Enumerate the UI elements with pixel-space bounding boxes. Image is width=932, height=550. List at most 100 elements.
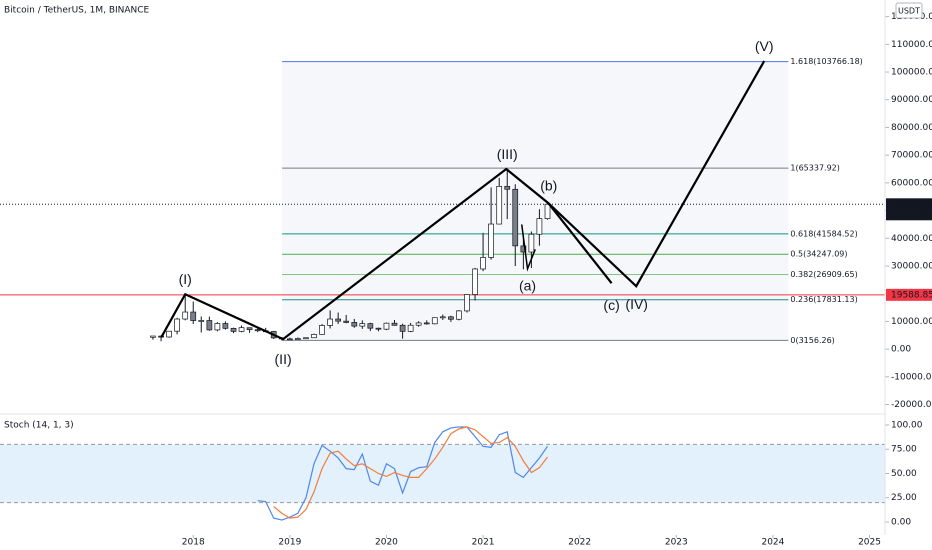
fib-label: 0.236(17831.13) <box>790 295 857 304</box>
y-tick-label: 25.00 <box>891 493 917 503</box>
candle-body <box>311 334 317 339</box>
y-tick-label: -20000.00 <box>891 400 932 410</box>
y-tick-label: 110000.00 <box>891 40 932 50</box>
candle-body <box>496 186 503 225</box>
candle-body <box>335 318 342 322</box>
y-tick-label: 70000.00 <box>891 151 932 161</box>
candle-body <box>504 186 511 190</box>
stoch-line <box>273 426 548 519</box>
y-tick-label: 0.00 <box>891 345 911 355</box>
candle-body <box>391 322 398 326</box>
x-tick-label: 2022 <box>568 538 591 548</box>
y-tick-label: 75.00 <box>891 445 917 455</box>
x-tick-label: 2021 <box>472 538 495 548</box>
x-tick-label: 2025 <box>858 538 881 548</box>
fib-label: 1.618(103766.18) <box>790 57 862 66</box>
candle-body <box>351 322 358 327</box>
wave-label: (a) <box>519 278 536 294</box>
candle-body <box>214 323 221 331</box>
candle-body <box>238 327 245 332</box>
wave-label: (II) <box>275 351 292 367</box>
fib-label: 0.382(26909.65) <box>790 270 857 279</box>
x-tick-label: 2020 <box>375 538 398 548</box>
candle-body <box>472 268 478 295</box>
candle-body <box>423 322 430 325</box>
y-tick-label: 100.00 <box>891 420 923 430</box>
candle-body <box>343 320 350 323</box>
candle-body <box>544 203 551 219</box>
indicator-title: Stoch (14, 1, 3) <box>4 421 74 431</box>
candle-body <box>439 316 446 319</box>
candle-body <box>319 325 325 335</box>
candle-body <box>480 257 486 270</box>
candle-body <box>198 320 205 322</box>
y-tick-label: 80000.00 <box>891 123 932 133</box>
y-tick-label: 40000.00 <box>891 234 932 244</box>
wave-label: (b) <box>540 178 557 194</box>
wave-line <box>520 224 536 272</box>
candle-body <box>407 324 414 332</box>
wave-line <box>547 202 613 284</box>
currency-box[interactable] <box>895 2 923 19</box>
candle-body <box>448 316 454 320</box>
stoch-line <box>257 426 549 521</box>
wave-label: (V) <box>755 38 774 54</box>
price-countdown: 23d 16h <box>891 210 928 220</box>
candle-body <box>150 335 156 338</box>
wave-label: (c) <box>603 297 619 313</box>
y-tick-label: 10000.00 <box>891 317 932 327</box>
candle-body <box>206 320 213 331</box>
x-tick-label: 2019 <box>278 538 301 548</box>
wave-label: (IV) <box>625 296 648 312</box>
y-tick-label: 30000.00 <box>891 261 932 271</box>
currency-label[interactable]: USDT <box>898 7 920 16</box>
fib-label: 1(65337.92) <box>790 164 840 173</box>
candle-body <box>367 323 374 329</box>
x-tick-label: 2018 <box>182 538 205 548</box>
candle-body <box>246 327 253 331</box>
stoch-band <box>0 444 885 503</box>
candle-body <box>359 323 366 327</box>
price-label-box <box>886 198 932 221</box>
candle-body <box>536 218 543 235</box>
x-tick-label: 2023 <box>665 538 688 548</box>
wave-line <box>160 60 766 341</box>
candle-body <box>222 323 229 329</box>
candle-body <box>182 311 189 320</box>
candle-body <box>464 294 470 312</box>
candle-body <box>399 324 406 332</box>
wave-label: (I) <box>179 271 192 287</box>
candle-body <box>512 188 519 247</box>
candle-body <box>431 317 438 325</box>
fib-label: 0(3156.26) <box>790 336 834 345</box>
candle-body <box>415 322 422 326</box>
candle-body <box>383 322 390 330</box>
price-label: 19588.85 <box>891 290 932 300</box>
y-tick-label: 0.00 <box>891 518 911 528</box>
x-tick-label: 2024 <box>761 538 784 548</box>
candle-body <box>456 310 462 320</box>
fib-area <box>282 61 789 341</box>
candle-body <box>295 338 301 340</box>
candle-body <box>286 338 293 341</box>
y-tick-label: -10000.00 <box>891 372 932 382</box>
candle-body <box>488 223 494 258</box>
candle-body <box>528 233 535 253</box>
fib-label: 0.5(34247.09) <box>790 250 847 259</box>
y-tick-label: 90000.00 <box>891 95 932 105</box>
price-label: 52261.32 <box>891 200 932 210</box>
candle-body <box>375 327 382 330</box>
candle-body <box>174 318 180 332</box>
price-label-box <box>886 288 932 301</box>
candle-body <box>327 318 333 326</box>
candle-body <box>303 337 309 340</box>
y-tick-label: 100000.00 <box>891 68 932 78</box>
wave-label: (III) <box>497 146 518 162</box>
candle-body <box>520 245 527 253</box>
candle-body <box>166 330 172 338</box>
fib-label: 0.618(41584.52) <box>790 229 857 238</box>
candle-body <box>190 311 197 321</box>
symbol-title: Bitcoin / TetherUS, 1M, BINANCE <box>4 6 150 16</box>
y-tick-label: 50.00 <box>891 469 917 479</box>
